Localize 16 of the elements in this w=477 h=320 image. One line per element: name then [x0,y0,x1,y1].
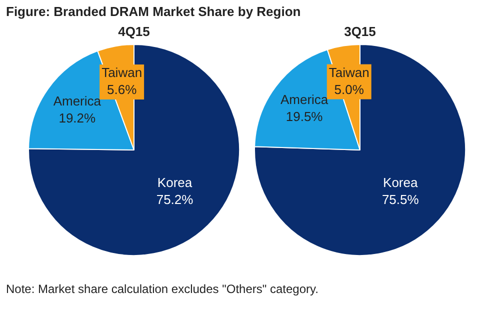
text: Note: Market share calculation excludes "Others" category. [6,282,318,296]
slice-label: Taiwan [102,65,142,80]
data-label: 75.5% [382,192,420,208]
chart-subtitle: 4Q15 [117,24,151,40]
data-label: 19.5% [286,108,324,124]
data-label: 75.2% [156,192,194,207]
chart-title: Figure: Branded DRAM Market Share by Region [6,4,301,19]
slice-label: Korea [383,175,418,190]
slice-label: America [53,93,102,108]
slice-label: Korea [157,174,193,190]
data-label: 5.0% [334,82,364,97]
slice-label: America [280,92,329,107]
slice-label: Taiwan [328,64,370,80]
chart-subtitle: 3Q15 [343,24,377,40]
data-label: 5.6% [106,82,138,98]
data-label: 19.2% [58,110,96,126]
